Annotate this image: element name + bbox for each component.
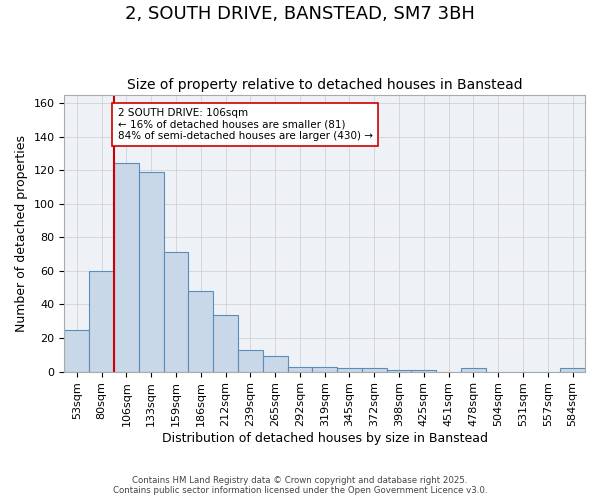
Bar: [362, 368, 386, 372]
Bar: [263, 356, 287, 372]
Y-axis label: Number of detached properties: Number of detached properties: [15, 134, 28, 332]
Bar: [560, 368, 585, 372]
Text: 2 SOUTH DRIVE: 106sqm
← 16% of detached houses are smaller (81)
84% of semi-deta: 2 SOUTH DRIVE: 106sqm ← 16% of detached …: [118, 108, 373, 141]
Bar: [89, 271, 114, 372]
Bar: [213, 314, 238, 372]
Bar: [386, 370, 412, 372]
Bar: [238, 350, 263, 372]
Bar: [412, 370, 436, 372]
Bar: [164, 252, 188, 372]
Title: Size of property relative to detached houses in Banstead: Size of property relative to detached ho…: [127, 78, 523, 92]
Bar: [313, 366, 337, 372]
Bar: [461, 368, 486, 372]
Bar: [188, 291, 213, 372]
Bar: [114, 164, 139, 372]
Bar: [139, 172, 164, 372]
Bar: [337, 368, 362, 372]
Text: 2, SOUTH DRIVE, BANSTEAD, SM7 3BH: 2, SOUTH DRIVE, BANSTEAD, SM7 3BH: [125, 5, 475, 23]
Bar: [287, 366, 313, 372]
X-axis label: Distribution of detached houses by size in Banstead: Distribution of detached houses by size …: [162, 432, 488, 445]
Bar: [64, 330, 89, 372]
Text: Contains HM Land Registry data © Crown copyright and database right 2025.
Contai: Contains HM Land Registry data © Crown c…: [113, 476, 487, 495]
